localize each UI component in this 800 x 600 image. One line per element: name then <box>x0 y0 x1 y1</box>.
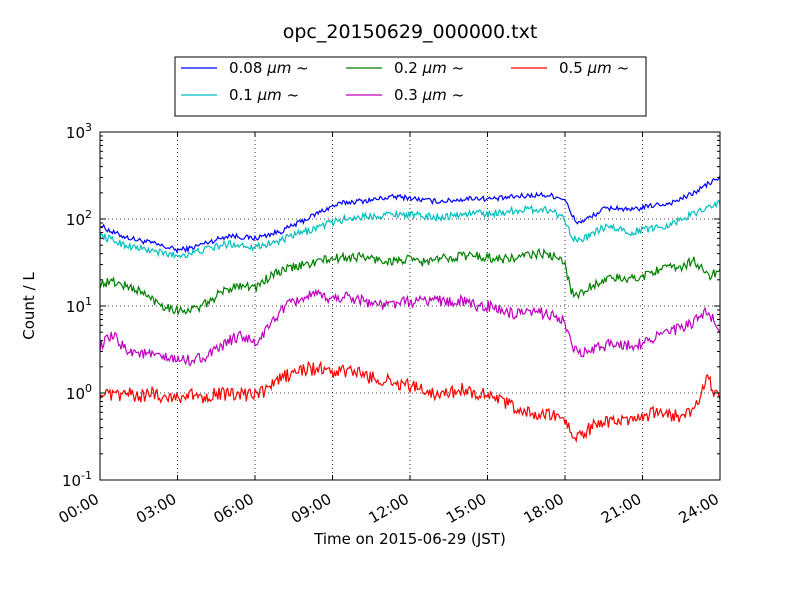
series-line-0_2 <box>99 247 721 317</box>
legend-unit: μm <box>422 86 447 104</box>
legend-suffix: ~ <box>452 59 465 77</box>
y-tick-base: 10 <box>66 385 85 403</box>
legend-suffix: ~ <box>287 86 300 104</box>
legend-series-name: 0.1 <box>229 86 253 104</box>
y-tick-label: 100 <box>66 382 92 403</box>
legend-series-name: 0.2 <box>394 59 418 77</box>
y-tick-exponent: -1 <box>81 469 92 482</box>
y-tick-exponent: 0 <box>85 382 92 395</box>
y-tick-exponent: 1 <box>85 295 92 308</box>
legend-unit: μm <box>266 59 291 77</box>
legend-suffix: ~ <box>452 86 465 104</box>
y-tick-exponent: 2 <box>85 208 92 221</box>
legend-entry: 0.1 μm ~ <box>229 86 299 104</box>
legend-suffix: ~ <box>617 59 630 77</box>
legend-box <box>174 56 647 117</box>
legend-entry: 0.08 μm ~ <box>229 59 309 77</box>
y-tick-base: 10 <box>66 124 85 142</box>
y-tick-base: 10 <box>66 298 85 316</box>
y-tick-label: 101 <box>66 295 92 316</box>
y-tick-exponent: 3 <box>85 121 92 134</box>
legend-unit: μm <box>587 59 612 77</box>
legend-suffix: ~ <box>296 59 309 77</box>
chart-title: opc_20150629_000000.txt <box>283 21 538 43</box>
y-axis-label: Count / L <box>20 272 38 340</box>
series-line-0_08 <box>99 175 721 254</box>
series-line-0_5 <box>99 360 721 444</box>
legend-series-name: 0.08 <box>229 59 262 77</box>
legend-entry: 0.5 μm ~ <box>559 59 629 77</box>
legend-entry: 0.2 μm ~ <box>394 59 464 77</box>
y-tick-base: 10 <box>66 211 85 229</box>
y-tick-label: 10-1 <box>62 469 92 490</box>
x-axis-label: Time on 2015-06-29 (JST) <box>313 530 506 548</box>
y-tick-label: 103 <box>66 121 92 142</box>
series-line-0_3 <box>99 288 721 366</box>
series-group <box>99 175 721 444</box>
y-tick-base: 10 <box>62 472 81 490</box>
legend-series-name: 0.5 <box>559 59 583 77</box>
legend: 0.08 μm ~0.1 μm ~0.2 μm ~0.3 μm ~0.5 μm … <box>174 56 647 117</box>
series-line-0_1 <box>99 199 721 260</box>
legend-series-name: 0.3 <box>394 86 418 104</box>
grid-lines <box>100 132 720 480</box>
legend-unit: μm <box>257 86 282 104</box>
legend-unit: μm <box>422 59 447 77</box>
legend-entry: 0.3 μm ~ <box>394 86 464 104</box>
y-tick-label: 102 <box>66 208 92 229</box>
